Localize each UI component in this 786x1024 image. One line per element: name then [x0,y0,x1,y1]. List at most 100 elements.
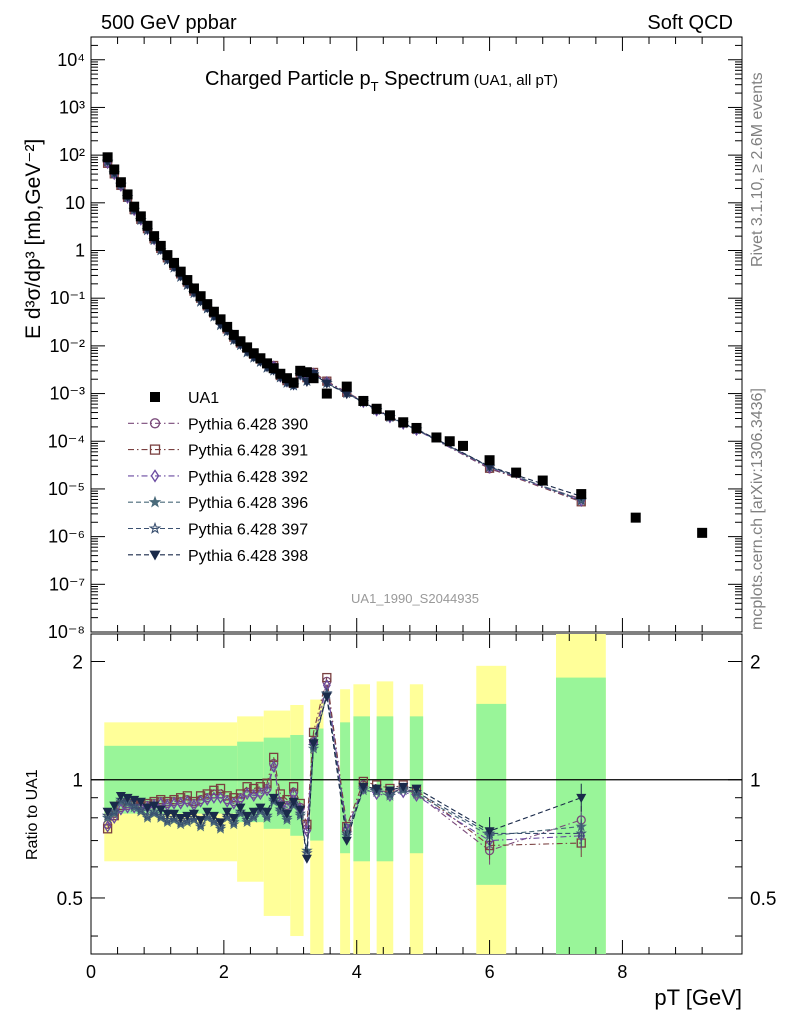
series-391 [102,158,586,507]
ratio-point [214,820,227,832]
ratio-point [262,778,272,788]
y-tick-label: 10² [59,145,85,165]
y-axis-label: E d³σ/dp³ [mb,GeV⁻²] [22,139,45,339]
series-line [107,162,582,500]
series-390 [102,158,586,504]
ratio-point [262,807,273,817]
ua1-point [215,314,226,325]
ua1-point [235,336,246,347]
ratio-point [241,813,253,825]
y-tick-label: 10 [65,193,85,213]
y-tick-label: 10⁻⁸ [48,622,85,642]
ratio-point [169,809,180,819]
legend-label: Pythia 6.428 398 [188,548,308,565]
ratio-point [103,820,112,833]
legend-item: Pythia 6.428 390 [128,416,308,433]
ratio-point [135,797,146,807]
ratio-point [175,813,186,824]
ua1-point [295,365,306,376]
band-inner [476,703,507,885]
ratio-point [576,793,587,803]
legend-item: Pythia 6.428 397 [128,522,308,539]
ua1-point [142,220,153,231]
legend-label: Pythia 6.428 397 [188,522,308,539]
ratio-point [142,803,153,813]
ratio-point [209,791,218,804]
ua1-point [169,257,180,268]
ua1-point [384,410,395,421]
legend-marker [149,418,161,429]
ratio-point [208,811,219,821]
ratio-point [161,813,174,825]
ratio-point [101,809,114,821]
watermark: UA1_1990_S2044935 [351,591,479,606]
ratio-point [281,811,293,823]
ratio-point [288,797,299,807]
ratio-point [141,809,154,821]
ratio-point [223,795,232,808]
series-397 [101,155,587,506]
chart-title: Charged Particle pT Spectrum (UA1, all pT… [205,68,558,94]
x-tick-label: 4 [352,962,362,982]
ratio-point [215,818,226,828]
ratio-y-tick-label: 1 [750,771,761,792]
ua1-point [182,275,193,286]
ua1-point [630,512,641,523]
y-tick-label: 10³ [59,97,85,117]
ratio-point [308,727,319,738]
ratio-point [371,784,382,794]
y-tick-label: 10⁻⁶ [48,527,85,547]
ratio-point [183,795,192,808]
ua1-point [301,367,312,378]
ratio-point [195,791,206,801]
ratio-point [102,824,113,834]
legend-item-ua1: UA1 [150,390,219,407]
ratio-point [115,793,127,805]
ratio-point [242,811,253,821]
ratio-point [288,782,299,792]
ratio-point [216,791,225,804]
ratio-point [249,783,259,794]
series-396 [101,155,587,505]
ua1-point [202,299,213,310]
ua1-point [411,422,422,433]
ratio-y-tick-label: 1 [72,771,83,792]
ua1-point [242,342,253,353]
ua1-point [444,436,455,447]
ua1-point [155,240,166,251]
series-line [107,162,582,502]
ua1-point [248,348,259,359]
legend-marker [148,521,162,534]
ua1-point [697,527,708,538]
ratio-point [182,791,192,801]
ua1-point [537,475,548,486]
y-tick-label: 10⁻³ [49,384,85,404]
ratio-point [116,803,125,816]
x-tick-label: 6 [485,962,495,982]
main-series-group [101,155,587,508]
ua1-point [115,177,126,188]
ratio-point [294,807,306,819]
ratio-point [301,854,312,864]
ratio-point [384,787,396,799]
ratio-point [398,782,409,792]
ratio-point [181,813,194,825]
series-point [575,494,587,506]
legend-item: Pythia 6.428 396 [128,495,308,512]
ratio-point [169,794,179,805]
ratio-point [155,809,167,821]
header-left: 500 GeV ppbar [101,12,237,34]
ratio-point [235,803,246,813]
ratio-y-tick-label: 0.5 [750,889,776,910]
ratio-point [261,809,273,821]
legend-item: Pythia 6.428 391 [128,443,308,460]
x-tick-label: 0 [86,962,96,982]
ratio-point [268,793,279,803]
ua1-point [175,266,186,277]
ratio-y-tick-label: 2 [750,653,761,674]
y-tick-label: 10⁻⁷ [49,574,85,594]
ratio-point [411,784,422,794]
ratio-series-group [101,672,587,865]
ua1-point [431,432,442,443]
ratio-point [209,785,219,795]
